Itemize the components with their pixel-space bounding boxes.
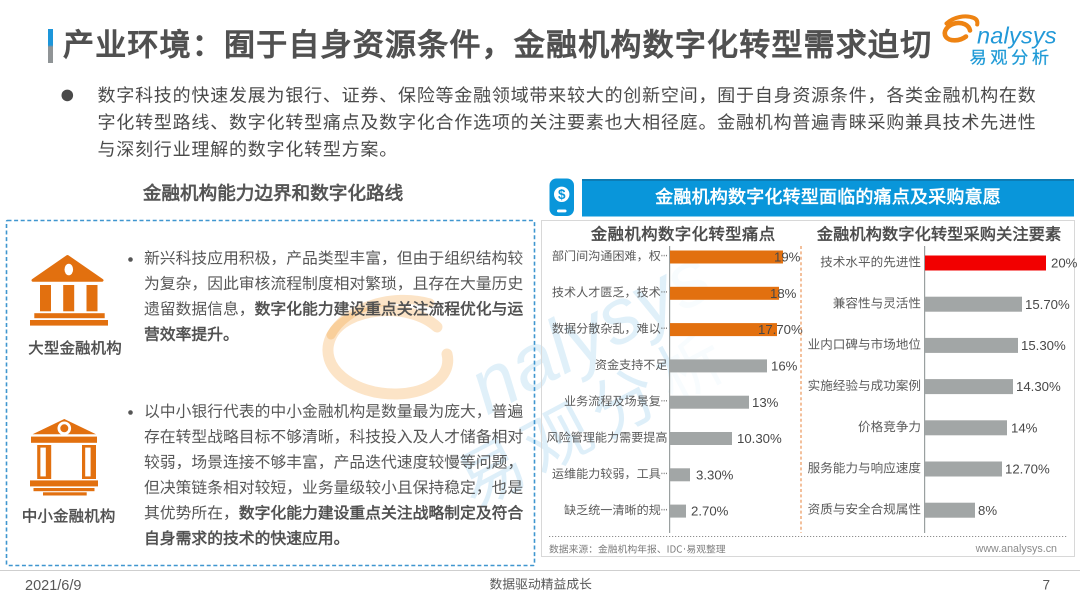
svg-text:nalysys: nalysys [977,23,1057,49]
svg-text:13%: 13% [752,395,779,410]
svg-text:$: $ [558,187,566,202]
svg-text:2021/6/9: 2021/6/9 [25,578,81,594]
svg-text:12.70%: 12.70% [1005,462,1050,477]
svg-text:14.30%: 14.30% [1016,379,1061,394]
svg-text:15.30%: 15.30% [1021,338,1066,353]
svg-text:19%: 19% [774,250,801,265]
svg-text:10.30%: 10.30% [737,431,782,446]
svg-text:3.30%: 3.30% [696,467,734,482]
svg-text:7: 7 [1042,578,1050,593]
svg-text:www.analysys.cn: www.analysys.cn [975,543,1057,555]
svg-text:8%: 8% [978,503,997,518]
svg-text:2.70%: 2.70% [691,504,729,519]
svg-text:17.70%: 17.70% [758,322,803,337]
svg-text:20%: 20% [1051,256,1078,271]
svg-text:16%: 16% [771,359,798,374]
svg-text:14%: 14% [1011,420,1038,435]
svg-text:18%: 18% [770,286,797,301]
svg-text:15.70%: 15.70% [1025,297,1070,312]
